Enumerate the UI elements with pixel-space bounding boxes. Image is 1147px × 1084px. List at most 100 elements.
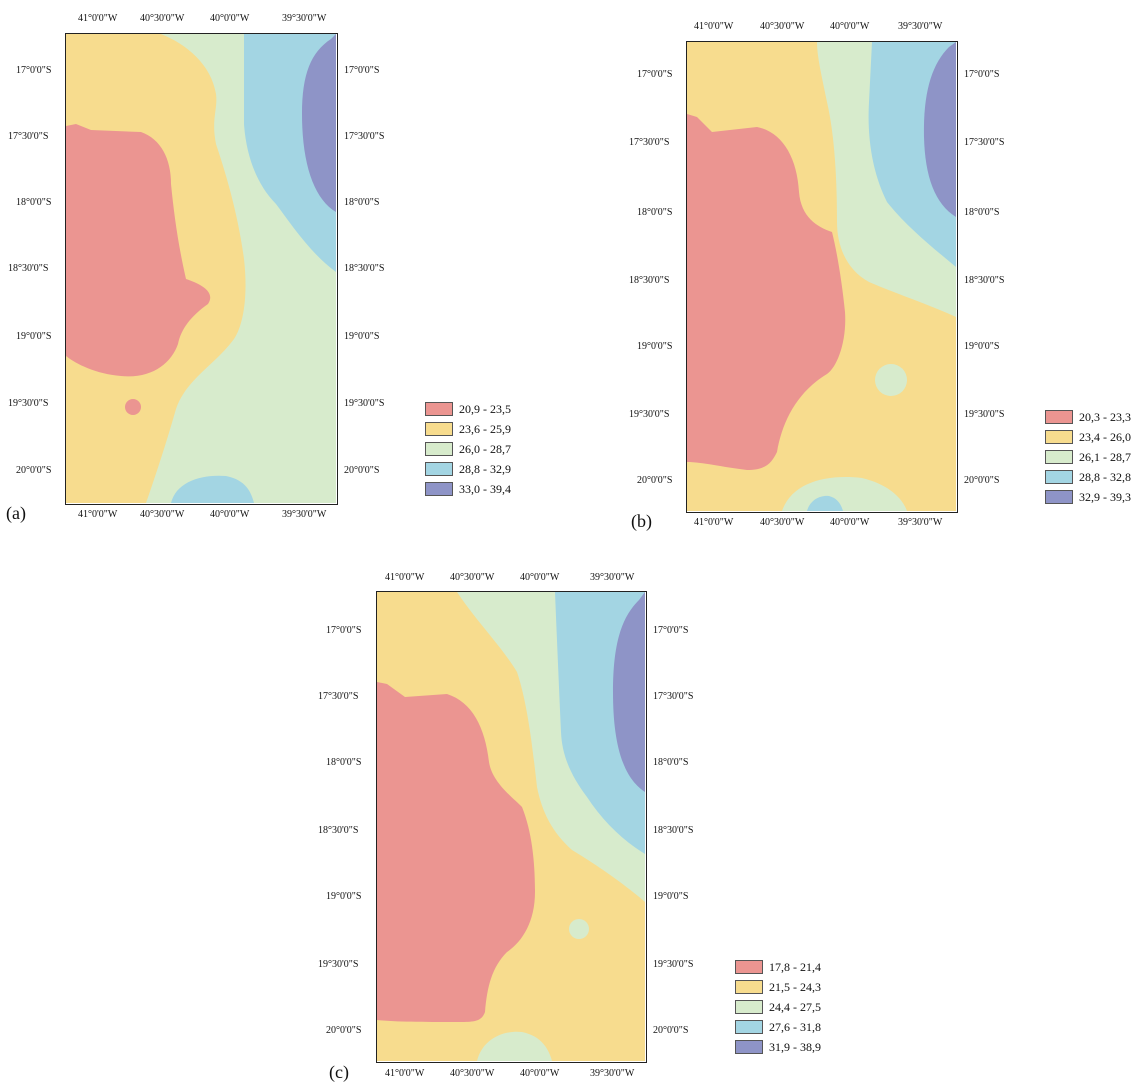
lon-label-bottom: 40°0'0"W: [520, 1068, 560, 1079]
lat-label-left: 20°0'0"S: [16, 465, 52, 476]
legend-swatch: [1045, 450, 1073, 464]
panel-label: (b): [631, 511, 652, 531]
lon-label-bottom: 40°30'0"W: [760, 517, 805, 528]
legend-label: 17,8 - 21,4: [769, 960, 821, 974]
legend-swatch: [735, 1040, 763, 1054]
legend-label: 32,9 - 39,3: [1079, 490, 1131, 504]
legend-label: 26,0 - 28,7: [459, 442, 511, 456]
legend-swatch: [425, 482, 453, 496]
lat-label-left: 19°30'0"S: [8, 398, 49, 409]
lat-label-right: 20°0'0"S: [964, 475, 1000, 486]
lat-label-left: 20°0'0"S: [637, 475, 673, 486]
lon-label-top: 40°30'0"W: [760, 21, 805, 32]
legend-label: 24,4 - 27,5: [769, 1000, 821, 1014]
lat-label-left: 19°30'0"S: [629, 409, 670, 420]
lat-label-right: 19°0'0"S: [653, 891, 689, 902]
lon-label-bottom: 40°0'0"W: [210, 509, 250, 520]
lat-label-right: 18°0'0"S: [344, 197, 380, 208]
lat-label-left: 18°30'0"S: [629, 275, 670, 286]
lon-label-bottom: 40°30'0"W: [450, 1068, 495, 1079]
lat-label-left: 19°0'0"S: [16, 331, 52, 342]
legend: 20,3 - 23,3 23,4 - 26,0 26,1 - 28,7 28,8…: [1045, 410, 1145, 510]
lat-label-left: 17°30'0"S: [318, 691, 359, 702]
lon-label-top: 41°0'0"W: [694, 21, 734, 32]
zone-class3-south: [477, 1031, 552, 1061]
legend-swatch: [1045, 410, 1073, 424]
legend-label: 27,6 - 31,8: [769, 1020, 821, 1034]
map-a: [65, 33, 338, 505]
zone-class1: [377, 682, 535, 1022]
lon-label-top: 40°30'0"W: [450, 572, 495, 583]
lat-label-right: 18°30'0"S: [653, 825, 694, 836]
lat-label-right: 18°0'0"S: [653, 757, 689, 768]
lat-label-right: 19°0'0"S: [964, 341, 1000, 352]
lat-label-left: 17°30'0"S: [629, 137, 670, 148]
lat-label-left: 18°0'0"S: [326, 757, 362, 768]
lat-label-right: 18°30'0"S: [964, 275, 1005, 286]
zone-class1-spot: [125, 399, 141, 415]
zone-class5: [613, 592, 645, 792]
zone-class3-spot: [569, 919, 589, 939]
lat-label-right: 20°0'0"S: [344, 465, 380, 476]
lat-label-left: 20°0'0"S: [326, 1025, 362, 1036]
legend-label: 20,3 - 23,3: [1079, 410, 1131, 424]
lon-label-bottom: 41°0'0"W: [385, 1068, 425, 1079]
lat-label-left: 18°30'0"S: [318, 825, 359, 836]
lat-label-right: 19°30'0"S: [653, 959, 694, 970]
lat-label-right: 19°30'0"S: [344, 398, 385, 409]
legend-label: 20,9 - 23,5: [459, 402, 511, 416]
lat-label-left: 18°30'0"S: [8, 263, 49, 274]
legend-label: 28,8 - 32,9: [459, 462, 511, 476]
legend-swatch: [425, 422, 453, 436]
zone-class3-spot: [875, 364, 907, 396]
zone-class5: [923, 42, 956, 217]
lat-label-right: 20°0'0"S: [653, 1025, 689, 1036]
panel-label: (c): [329, 1062, 349, 1082]
legend: 17,8 - 21,4 21,5 - 24,3 24,4 - 27,5 27,6…: [735, 960, 845, 1060]
lon-label-top: 39°30'0"W: [590, 572, 635, 583]
lon-label-bottom: 41°0'0"W: [78, 509, 118, 520]
lat-label-right: 19°0'0"S: [344, 331, 380, 342]
legend-swatch: [735, 960, 763, 974]
lat-label-right: 17°30'0"S: [964, 137, 1005, 148]
lat-label-right: 17°0'0"S: [344, 65, 380, 76]
zone-class1: [66, 124, 211, 377]
lat-label-left: 17°0'0"S: [637, 69, 673, 80]
lat-label-right: 17°0'0"S: [964, 69, 1000, 80]
legend-label: 33,0 - 39,4: [459, 482, 511, 496]
lat-label-left: 17°30'0"S: [8, 131, 49, 142]
panel-label: (a): [6, 503, 26, 523]
lon-label-top: 41°0'0"W: [385, 572, 425, 583]
lat-label-left: 19°0'0"S: [326, 891, 362, 902]
lat-label-left: 18°0'0"S: [16, 197, 52, 208]
legend-label: 31,9 - 38,9: [769, 1040, 821, 1054]
legend-swatch: [735, 1020, 763, 1034]
lon-label-bottom: 40°0'0"W: [830, 517, 870, 528]
lon-label-bottom: 39°30'0"W: [898, 517, 943, 528]
map-b: [686, 41, 958, 513]
zone-class4-south: [171, 475, 254, 503]
lat-label-right: 19°30'0"S: [964, 409, 1005, 420]
lon-label-top: 40°30'0"W: [140, 13, 185, 24]
legend-label: 23,6 - 25,9: [459, 422, 511, 436]
zone-class5: [302, 34, 336, 212]
lat-label-right: 17°30'0"S: [344, 131, 385, 142]
legend-label: 23,4 - 26,0: [1079, 430, 1131, 444]
legend-swatch: [735, 1000, 763, 1014]
legend-swatch: [1045, 470, 1073, 484]
lon-label-bottom: 39°30'0"W: [282, 509, 327, 520]
lat-label-left: 18°0'0"S: [637, 207, 673, 218]
lat-label-left: 17°0'0"S: [326, 625, 362, 636]
lat-label-right: 17°0'0"S: [653, 625, 689, 636]
legend-swatch: [425, 462, 453, 476]
legend-swatch: [735, 980, 763, 994]
lon-label-top: 40°0'0"W: [830, 21, 870, 32]
lon-label-bottom: 39°30'0"W: [590, 1068, 635, 1079]
legend-label: 28,8 - 32,8: [1079, 470, 1131, 484]
lon-label-top: 41°0'0"W: [78, 13, 118, 24]
legend-swatch: [425, 442, 453, 456]
lat-label-right: 18°30'0"S: [344, 263, 385, 274]
lon-label-top: 39°30'0"W: [898, 21, 943, 32]
legend-label: 21,5 - 24,3: [769, 980, 821, 994]
map-c: [376, 591, 647, 1063]
